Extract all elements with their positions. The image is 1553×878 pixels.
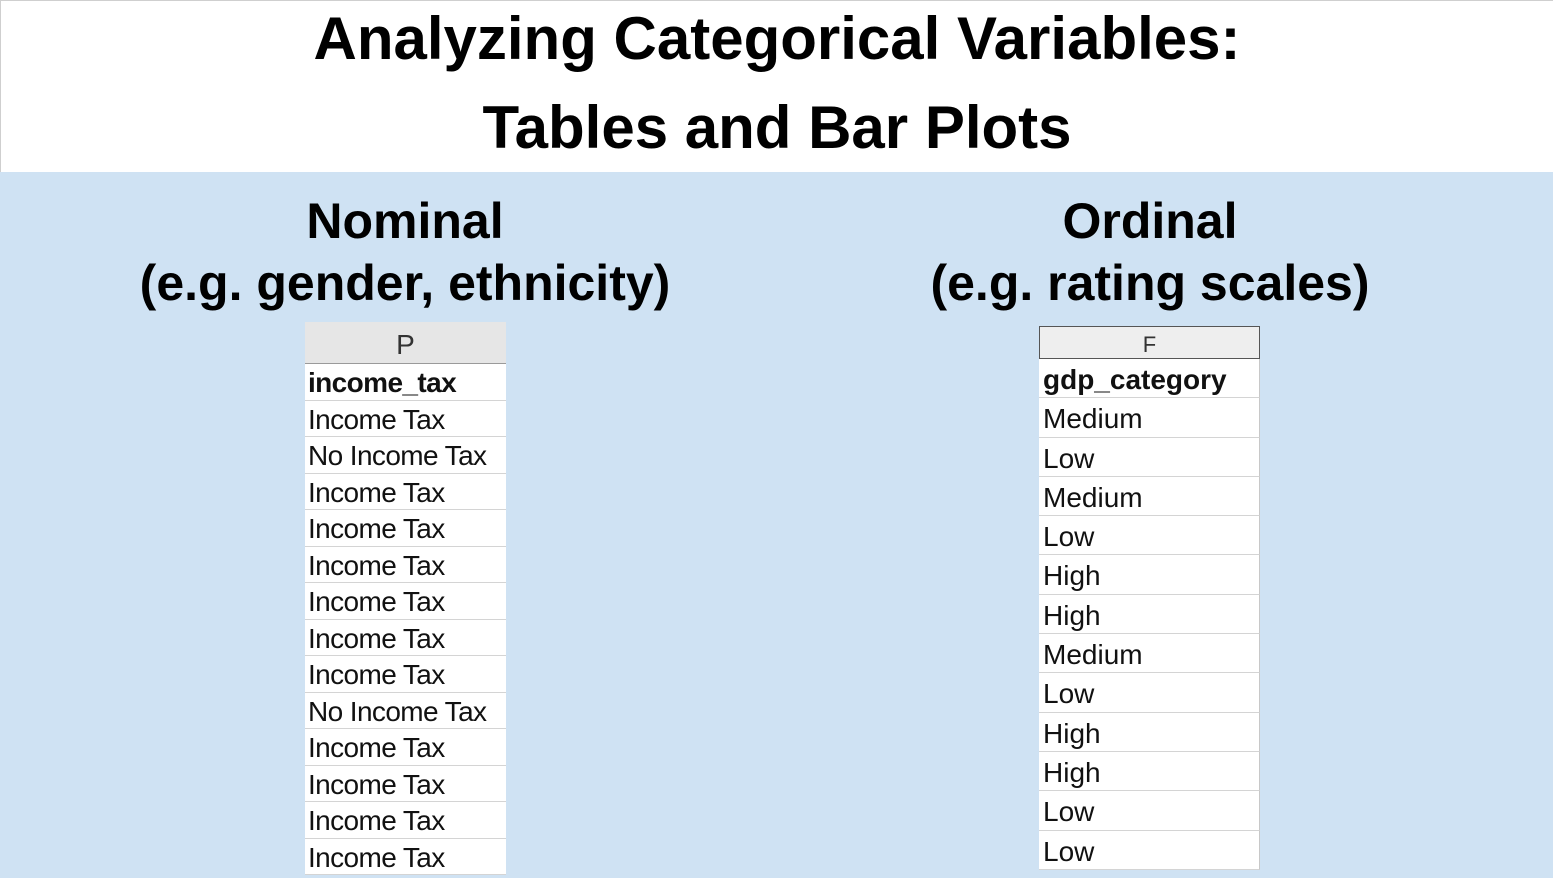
table-cell[interactable]: Income Tax: [305, 583, 506, 620]
ordinal-subtitle: (e.g. rating scales): [930, 255, 1370, 311]
table-cell[interactable]: Income Tax: [305, 802, 506, 839]
table-cell[interactable]: Income Tax: [305, 766, 506, 802]
table-cell[interactable]: Income Tax: [305, 547, 506, 583]
slide-title-line-2: Tables and Bar Plots: [482, 94, 1072, 161]
table-cell[interactable]: Income Tax: [305, 729, 506, 766]
table-cell[interactable]: Income Tax: [305, 401, 506, 437]
table-cell[interactable]: Low: [1039, 673, 1260, 713]
nominal-subtitle: (e.g. gender, ethnicity): [139, 255, 671, 311]
table-cell[interactable]: Medium: [1039, 476, 1260, 517]
ordinal-header-cell[interactable]: gdp_category: [1039, 359, 1260, 399]
nominal-header-cell[interactable]: income_tax: [305, 364, 506, 401]
table-cell[interactable]: Income Tax: [305, 474, 506, 510]
slide-title-line-1: Analyzing Categorical Variables:: [313, 5, 1241, 72]
table-cell[interactable]: High: [1039, 555, 1260, 595]
table-cell[interactable]: Low: [1039, 791, 1260, 831]
ordinal-heading: Ordinal (e.g. rating scales): [800, 190, 1500, 314]
nominal-rows: Income Tax No Income Tax Income Tax Income …: [305, 401, 506, 875]
slide-title-area: Analyzing Categorical Variables: Tables …: [0, 0, 1553, 172]
column-header-f[interactable]: F: [1039, 326, 1260, 359]
column-header-p[interactable]: P: [305, 322, 506, 364]
ordinal-rows: Medium Low Medium Low High High Medium Low High H…: [1039, 398, 1260, 870]
table-cell[interactable]: Medium: [1039, 398, 1260, 438]
table-cell[interactable]: Medium: [1039, 634, 1260, 674]
table-cell[interactable]: No Income Tax: [305, 437, 506, 474]
table-cell[interactable]: High: [1039, 594, 1260, 635]
table-cell[interactable]: Income Tax: [305, 839, 506, 875]
content-panel: Nominal (e.g. gender, ethnicity) Ordinal…: [0, 172, 1553, 878]
nominal-spreadsheet: P income_tax Income Tax No Income Tax Inco…: [305, 322, 506, 875]
table-cell[interactable]: Income Tax: [305, 620, 506, 656]
table-cell[interactable]: Low: [1039, 516, 1260, 556]
nominal-title: Nominal: [306, 193, 504, 249]
nominal-heading: Nominal (e.g. gender, ethnicity): [60, 190, 750, 314]
table-cell[interactable]: Income Tax: [305, 656, 506, 693]
table-cell[interactable]: High: [1039, 712, 1260, 752]
ordinal-title: Ordinal: [1062, 193, 1238, 249]
table-cell[interactable]: Low: [1039, 437, 1260, 477]
table-cell[interactable]: Low: [1039, 830, 1260, 870]
table-cell[interactable]: High: [1039, 751, 1260, 792]
table-cell[interactable]: Income Tax: [305, 510, 506, 547]
ordinal-spreadsheet: F gdp_category Medium Low Medium Low High Hig…: [1039, 326, 1260, 870]
table-cell[interactable]: No Income Tax: [305, 693, 506, 729]
